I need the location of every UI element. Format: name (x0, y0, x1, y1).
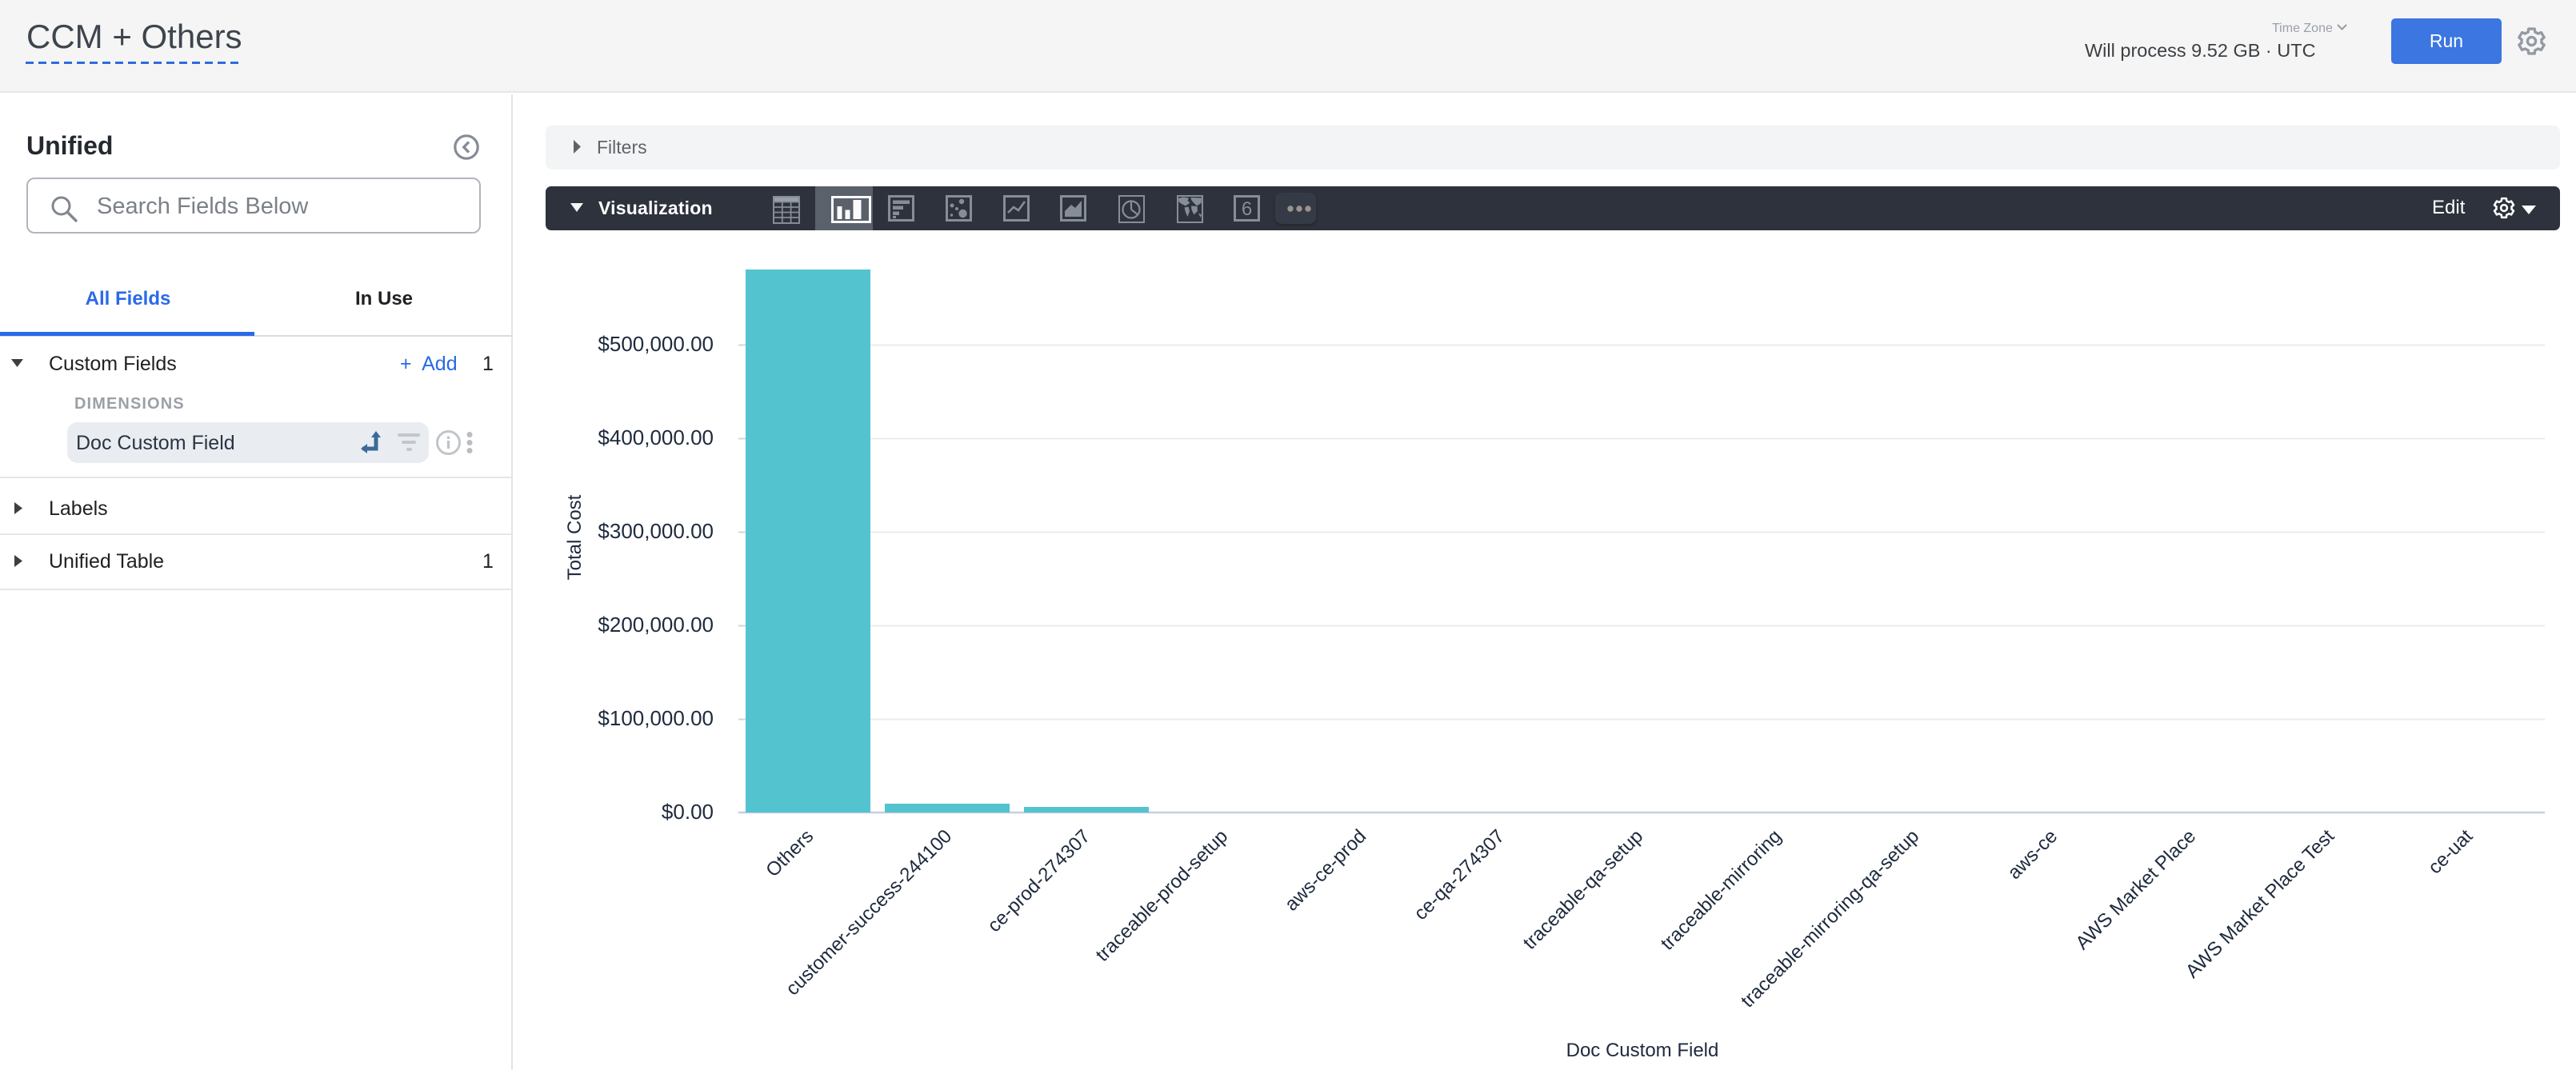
svg-text:6: 6 (1242, 198, 1252, 220)
svg-text:AWS Market Place: AWS Market Place (2071, 825, 2200, 954)
svg-text:aws-ce-prod: aws-ce-prod (1281, 825, 1370, 915)
svg-text:ce-qa-274307: ce-qa-274307 (1410, 825, 1509, 924)
svg-text:aws-ce: aws-ce (2003, 825, 2062, 884)
svg-text:$100,000.00: $100,000.00 (598, 706, 714, 730)
svg-text:Others: Others (762, 825, 818, 881)
svg-text:$300,000.00: $300,000.00 (598, 519, 714, 543)
svg-text:AWS Market Place Test: AWS Market Place Test (2182, 825, 2339, 983)
svg-text:$400,000.00: $400,000.00 (598, 425, 714, 449)
svg-text:Total Cost: Total Cost (564, 494, 586, 580)
svg-text:$0.00: $0.00 (662, 800, 714, 824)
svg-text:traceable-mirroring: traceable-mirroring (1657, 825, 1786, 955)
svg-text:ce-prod-274307: ce-prod-274307 (983, 825, 1094, 936)
svg-text:customer-success-244100: customer-success-244100 (782, 825, 956, 1000)
svg-text:Doc Custom Field: Doc Custom Field (1566, 1040, 1719, 1061)
svg-text:$500,000.00: $500,000.00 (598, 332, 714, 356)
svg-text:$200,000.00: $200,000.00 (598, 613, 714, 637)
svg-text:ce-uat: ce-uat (2424, 825, 2477, 878)
svg-text:traceable-prod-setup: traceable-prod-setup (1092, 825, 1233, 966)
svg-text:traceable-qa-setup: traceable-qa-setup (1519, 825, 1648, 954)
